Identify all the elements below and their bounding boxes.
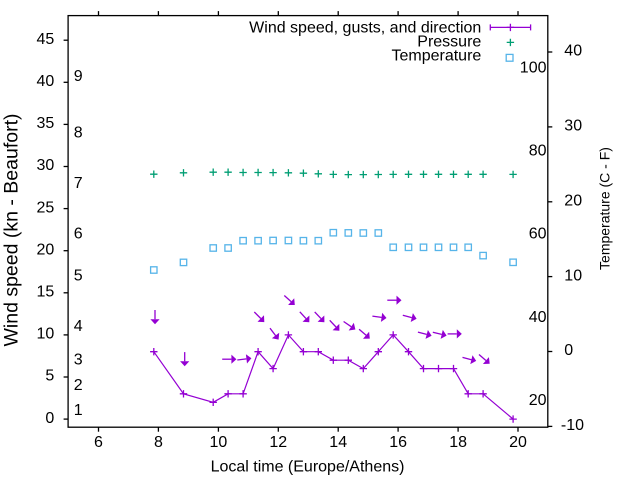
svg-text:40: 40 <box>37 73 55 90</box>
svg-text:Wind speed (kn - Beaufort): Wind speed (kn - Beaufort) <box>1 113 23 346</box>
svg-text:45: 45 <box>37 31 55 48</box>
svg-text:20: 20 <box>564 192 582 209</box>
svg-text:Local time (Europe/Athens): Local time (Europe/Athens) <box>211 458 405 475</box>
svg-text:4: 4 <box>74 318 83 335</box>
svg-text:20: 20 <box>529 392 547 409</box>
svg-text:Temperature (C - F): Temperature (C - F) <box>597 147 613 270</box>
svg-text:35: 35 <box>37 115 55 132</box>
svg-text:25: 25 <box>37 199 55 216</box>
svg-text:5: 5 <box>74 268 83 285</box>
svg-text:10: 10 <box>210 434 228 451</box>
svg-text:20: 20 <box>37 241 55 258</box>
svg-text:20: 20 <box>509 434 527 451</box>
svg-text:2: 2 <box>74 377 83 394</box>
svg-text:8: 8 <box>154 434 163 451</box>
svg-text:80: 80 <box>529 143 547 160</box>
svg-text:6: 6 <box>74 225 83 242</box>
svg-text:0: 0 <box>45 410 54 427</box>
svg-text:5: 5 <box>45 368 54 385</box>
svg-text:60: 60 <box>529 226 547 243</box>
svg-text:9: 9 <box>74 68 83 85</box>
svg-text:16: 16 <box>389 434 407 451</box>
svg-text:10: 10 <box>564 267 582 284</box>
svg-text:Temperature: Temperature <box>391 47 481 64</box>
svg-text:7: 7 <box>74 175 83 192</box>
svg-text:30: 30 <box>564 118 582 135</box>
svg-text:-10: -10 <box>561 417 584 434</box>
svg-text:14: 14 <box>329 434 347 451</box>
svg-text:Pressure: Pressure <box>417 33 481 50</box>
svg-text:12: 12 <box>269 434 287 451</box>
svg-text:30: 30 <box>37 157 55 174</box>
svg-text:10: 10 <box>37 326 55 343</box>
svg-text:100: 100 <box>520 59 547 76</box>
svg-text:8: 8 <box>74 124 83 141</box>
svg-text:15: 15 <box>37 284 55 301</box>
svg-text:40: 40 <box>529 309 547 326</box>
svg-text:6: 6 <box>94 434 103 451</box>
svg-text:40: 40 <box>564 43 582 60</box>
svg-text:18: 18 <box>449 434 467 451</box>
svg-text:Wind speed, gusts, and directi: Wind speed, gusts, and direction <box>249 19 481 36</box>
svg-text:0: 0 <box>564 342 573 359</box>
svg-text:1: 1 <box>74 402 83 419</box>
svg-text:3: 3 <box>74 352 83 369</box>
